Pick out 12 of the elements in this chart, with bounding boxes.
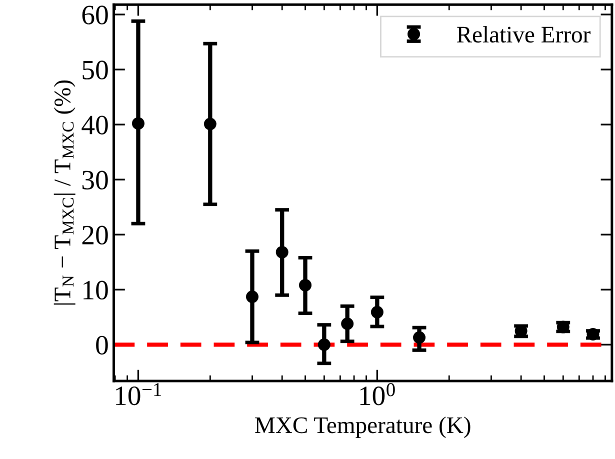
y-tick-label: 60 (82, 6, 108, 24)
x-tick-label: 10$^{0}$ (360, 383, 395, 406)
y-tick-label: 30 (82, 170, 108, 190)
y-tick-label: 20 (82, 226, 108, 245)
y-tick-label: 50 (82, 60, 108, 80)
y-axis-title: |T$_{N}$ − T$_{MXC}$| / T$_{MXC}$ (%) (54, 80, 76, 305)
legend-label: Relative Error (456, 26, 590, 43)
y-tick-label: 0 (96, 336, 108, 355)
x-tick-label: 10$^{−1}$ (116, 383, 162, 406)
y-tick-label: 10 (84, 280, 108, 300)
y-tick-label: 40 (82, 116, 108, 134)
x-axis-title: MXC Temperature (K) (255, 416, 470, 438)
